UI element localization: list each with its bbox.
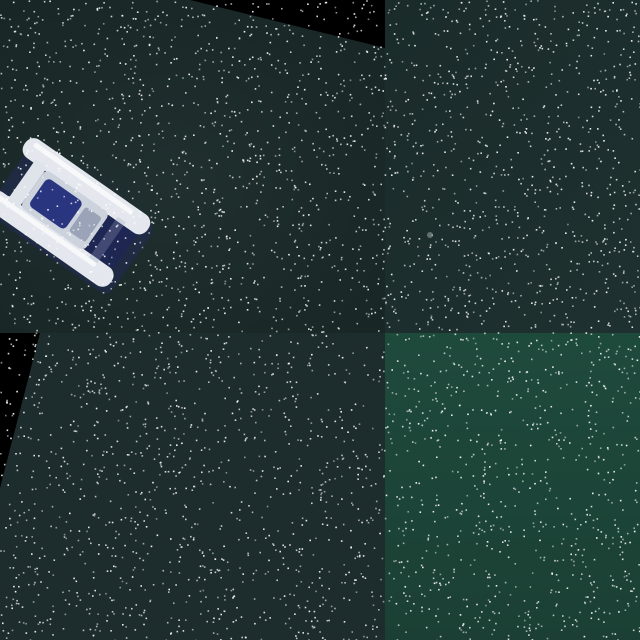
image-tile-bottom-left	[0, 333, 385, 640]
floating-object	[427, 232, 433, 238]
no-data-region	[0, 333, 40, 488]
image-tile-bottom-right	[385, 333, 640, 640]
image-tile-top-right	[385, 0, 640, 333]
catamaran-icon	[0, 138, 153, 294]
image-tile-top-left	[0, 0, 385, 333]
water-surface	[385, 333, 640, 640]
water-surface	[385, 0, 640, 333]
water-surface	[0, 333, 385, 640]
